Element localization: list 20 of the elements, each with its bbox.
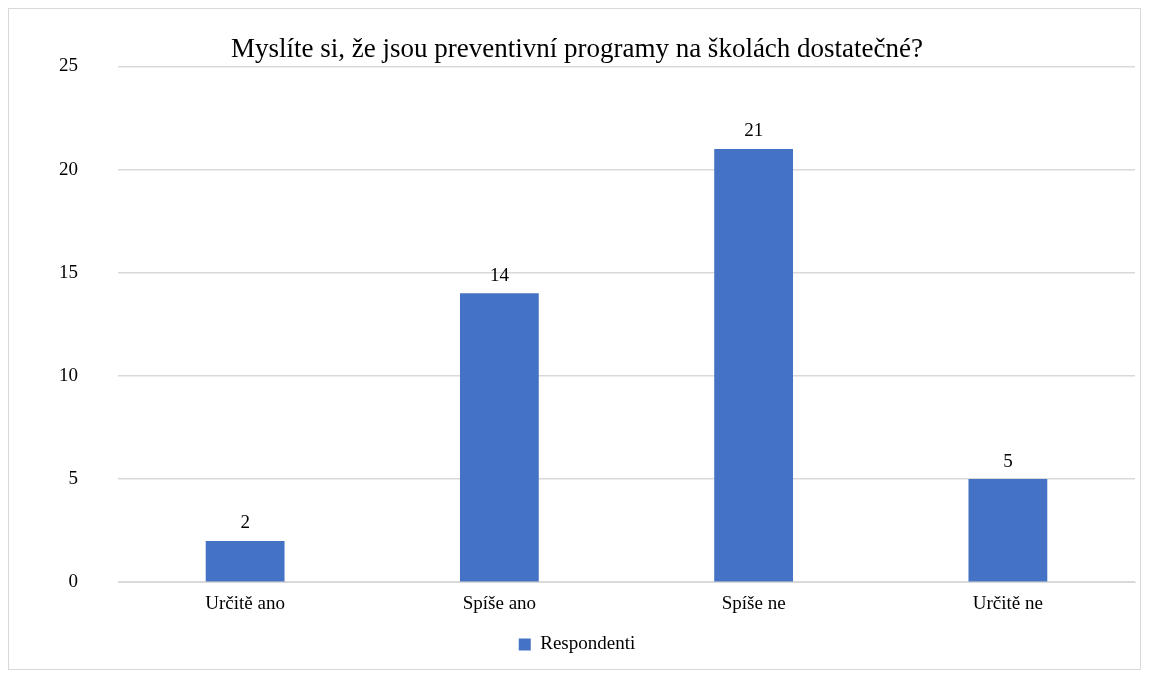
x-tick-label: Spíše ne: [721, 591, 786, 613]
data-label: 14: [489, 263, 510, 285]
y-tick-label: 15: [59, 260, 78, 282]
bar: [459, 293, 539, 582]
y-tick-label: 10: [59, 363, 78, 385]
x-tick-label: Určitě ne: [972, 591, 1043, 613]
bar: [968, 479, 1048, 582]
x-tick-label: Spíše ano: [462, 591, 537, 613]
bar: [714, 148, 794, 582]
y-tick-label: 20: [59, 157, 78, 179]
y-tick-label: 25: [59, 54, 78, 76]
data-label: 5: [1003, 449, 1013, 471]
data-label: 2: [240, 511, 250, 533]
y-tick-label: 0: [68, 570, 78, 592]
y-tick-label: 5: [68, 467, 78, 489]
bar: [205, 540, 285, 582]
data-label: 21: [744, 119, 764, 141]
x-tick-label: Určitě ano: [205, 591, 285, 613]
chart-title: Myslíte si, že jsou preventivní programy na školách dostatečné?: [230, 33, 924, 64]
legend-label: Respondenti: [540, 632, 636, 654]
